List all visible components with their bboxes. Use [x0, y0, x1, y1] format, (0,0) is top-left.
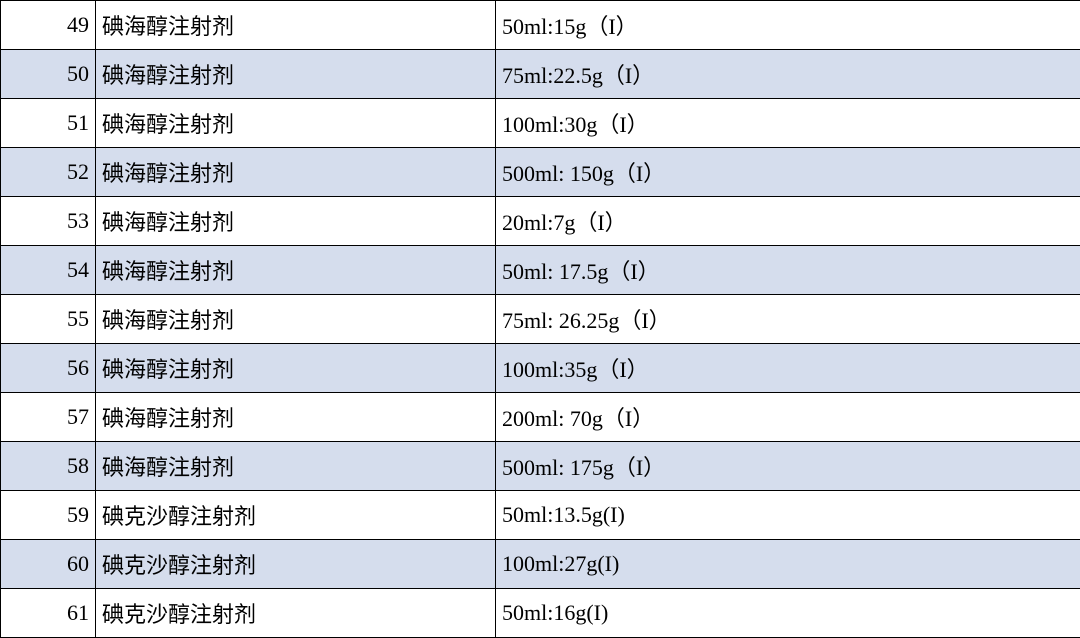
cell-number: 52 — [1, 148, 96, 197]
cell-drug-name: 碘海醇注射剂 — [96, 442, 496, 491]
cell-drug-name: 碘海醇注射剂 — [96, 50, 496, 99]
table-container: 49碘海醇注射剂50ml:15g（I）50碘海醇注射剂75ml:22.5g（I）… — [0, 0, 1080, 638]
cell-number: 50 — [1, 50, 96, 99]
table-row: 52碘海醇注射剂500ml: 150g（I） — [1, 148, 1080, 197]
cell-number: 55 — [1, 295, 96, 344]
cell-number: 54 — [1, 246, 96, 295]
cell-number: 57 — [1, 393, 96, 442]
cell-drug-name: 碘海醇注射剂 — [96, 246, 496, 295]
cell-specification: 50ml: 17.5g（I） — [496, 246, 1080, 295]
cell-specification: 20ml:7g（I） — [496, 197, 1080, 246]
cell-specification: 100ml:35g（I） — [496, 344, 1080, 393]
cell-drug-name: 碘海醇注射剂 — [96, 1, 496, 50]
cell-number: 51 — [1, 99, 96, 148]
cell-number: 56 — [1, 344, 96, 393]
table-row: 50碘海醇注射剂75ml:22.5g（I） — [1, 50, 1080, 99]
cell-drug-name: 碘克沙醇注射剂 — [96, 491, 496, 540]
table-row: 55碘海醇注射剂75ml: 26.25g（I） — [1, 295, 1080, 344]
cell-drug-name: 碘海醇注射剂 — [96, 344, 496, 393]
cell-drug-name: 碘海醇注射剂 — [96, 148, 496, 197]
table-row: 58碘海醇注射剂500ml: 175g（I） — [1, 442, 1080, 491]
cell-drug-name: 碘克沙醇注射剂 — [96, 540, 496, 589]
table-row: 54碘海醇注射剂50ml: 17.5g（I） — [1, 246, 1080, 295]
cell-specification: 50ml:15g（I） — [496, 1, 1080, 50]
drug-table-body: 49碘海醇注射剂50ml:15g（I）50碘海醇注射剂75ml:22.5g（I）… — [1, 1, 1080, 638]
cell-specification: 50ml:16g(I) — [496, 589, 1080, 638]
cell-number: 53 — [1, 197, 96, 246]
cell-specification: 500ml: 150g（I） — [496, 148, 1080, 197]
cell-number: 61 — [1, 589, 96, 638]
cell-specification: 75ml:22.5g（I） — [496, 50, 1080, 99]
cell-specification: 100ml:27g(I) — [496, 540, 1080, 589]
cell-specification: 100ml:30g（I） — [496, 99, 1080, 148]
table-row: 60碘克沙醇注射剂100ml:27g(I) — [1, 540, 1080, 589]
table-row: 49碘海醇注射剂50ml:15g（I） — [1, 1, 1080, 50]
cell-number: 58 — [1, 442, 96, 491]
cell-drug-name: 碘海醇注射剂 — [96, 197, 496, 246]
table-row: 61碘克沙醇注射剂50ml:16g(I) — [1, 589, 1080, 638]
drug-table: 49碘海醇注射剂50ml:15g（I）50碘海醇注射剂75ml:22.5g（I）… — [0, 0, 1080, 638]
cell-number: 49 — [1, 1, 96, 50]
cell-drug-name: 碘克沙醇注射剂 — [96, 589, 496, 638]
cell-number: 60 — [1, 540, 96, 589]
cell-specification: 500ml: 175g（I） — [496, 442, 1080, 491]
table-row: 53碘海醇注射剂20ml:7g（I） — [1, 197, 1080, 246]
cell-specification: 75ml: 26.25g（I） — [496, 295, 1080, 344]
cell-drug-name: 碘海醇注射剂 — [96, 393, 496, 442]
table-row: 56碘海醇注射剂100ml:35g（I） — [1, 344, 1080, 393]
table-row: 59碘克沙醇注射剂50ml:13.5g(I) — [1, 491, 1080, 540]
table-row: 51碘海醇注射剂100ml:30g（I） — [1, 99, 1080, 148]
cell-number: 59 — [1, 491, 96, 540]
table-row: 57碘海醇注射剂200ml: 70g（I） — [1, 393, 1080, 442]
cell-specification: 50ml:13.5g(I) — [496, 491, 1080, 540]
cell-drug-name: 碘海醇注射剂 — [96, 295, 496, 344]
cell-specification: 200ml: 70g（I） — [496, 393, 1080, 442]
cell-drug-name: 碘海醇注射剂 — [96, 99, 496, 148]
